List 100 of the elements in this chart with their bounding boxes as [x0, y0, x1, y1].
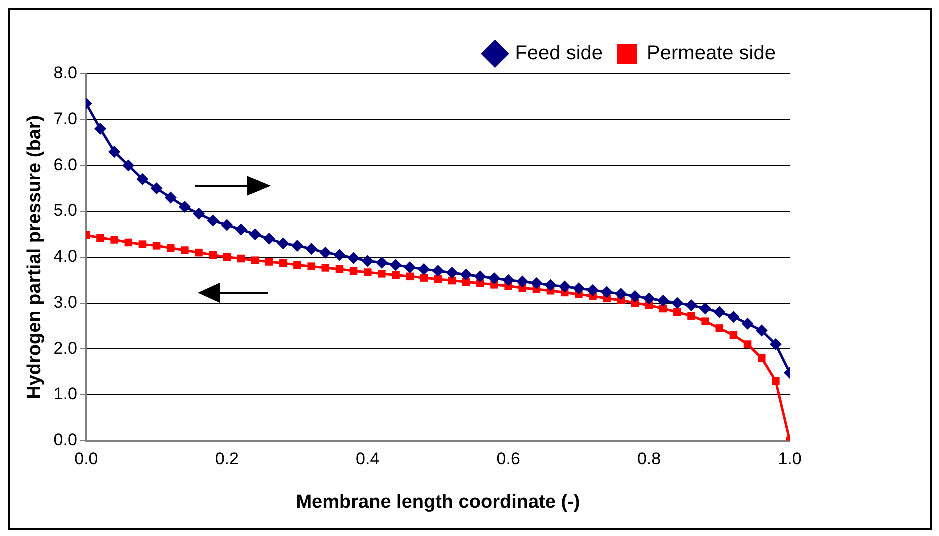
- point: [587, 284, 599, 296]
- point: [700, 302, 712, 315]
- point: [138, 240, 147, 248]
- point: [378, 270, 386, 278]
- point: [322, 264, 330, 272]
- y-tick-label: 4.0: [54, 247, 78, 266]
- point: [136, 173, 149, 186]
- point: [657, 294, 670, 307]
- point: [716, 324, 724, 332]
- point: [420, 274, 428, 282]
- point: [418, 263, 430, 276]
- point: [406, 272, 414, 281]
- point: [516, 276, 529, 288]
- point: [362, 255, 374, 268]
- point: [306, 243, 318, 256]
- point: [207, 214, 220, 227]
- point: [758, 354, 766, 362]
- point: [223, 254, 232, 262]
- point: [265, 258, 274, 266]
- y-tick-label: 8.0: [54, 64, 78, 83]
- point: [122, 160, 135, 172]
- point: [150, 182, 163, 195]
- y-tick-label: 3.0: [54, 292, 78, 312]
- point: [235, 224, 248, 236]
- y-tick-label: 0.0: [54, 430, 78, 450]
- point: [601, 286, 614, 298]
- point: [502, 274, 515, 286]
- y-tick-label: 2.0: [54, 338, 78, 358]
- point: [334, 249, 346, 262]
- point: [277, 238, 290, 250]
- x-axis-title: Membrane length coordinate (-): [296, 492, 580, 513]
- point: [164, 192, 177, 204]
- point: [348, 252, 360, 264]
- point: [772, 377, 780, 386]
- point: [728, 311, 740, 324]
- point: [108, 146, 121, 158]
- point: [558, 280, 571, 293]
- point: [350, 267, 358, 276]
- point: [770, 338, 782, 351]
- point: [432, 265, 444, 278]
- y-tick-label: 6.0: [54, 155, 78, 174]
- point: [263, 233, 276, 246]
- point: [209, 251, 217, 259]
- point: [460, 268, 472, 281]
- point: [195, 248, 203, 257]
- point: [181, 246, 189, 254]
- point: [488, 272, 500, 284]
- point: [193, 208, 206, 220]
- point: [221, 219, 234, 232]
- point: [742, 318, 754, 330]
- point: [643, 292, 656, 305]
- point: [544, 279, 557, 292]
- point: [249, 228, 262, 240]
- point: [237, 254, 246, 263]
- point: [702, 318, 710, 326]
- point: [671, 297, 684, 310]
- point: [686, 300, 698, 312]
- y-tick-label: 5.0: [54, 201, 78, 220]
- point: [94, 123, 107, 136]
- point: [744, 340, 752, 348]
- point: [166, 244, 175, 252]
- legend-label: Permeate side: [647, 42, 776, 65]
- point: [294, 261, 302, 270]
- point: [434, 276, 442, 284]
- point: [674, 308, 682, 316]
- point: [96, 234, 104, 242]
- point: [280, 259, 288, 268]
- point: [376, 256, 388, 269]
- point: [688, 312, 696, 320]
- point: [730, 331, 738, 340]
- point: [629, 290, 642, 302]
- point: [615, 288, 628, 300]
- x-tick-label: 0.0: [74, 450, 98, 469]
- point: [320, 246, 332, 259]
- point: [756, 324, 768, 337]
- point: [178, 200, 191, 213]
- point: [390, 259, 402, 272]
- x-tick-label: 1.0: [778, 450, 802, 469]
- point: [124, 238, 133, 247]
- point: [292, 240, 304, 252]
- point: [110, 236, 118, 244]
- y-tick-label: 7.0: [54, 110, 78, 129]
- point: [446, 266, 458, 279]
- x-tick-label: 0.2: [215, 450, 239, 469]
- y-tick-label: 1.0: [54, 384, 78, 404]
- point: [364, 268, 372, 276]
- point: [392, 271, 400, 280]
- x-tick-label: 0.4: [356, 450, 380, 469]
- legend-label: Feed side: [515, 42, 604, 65]
- point: [308, 262, 316, 270]
- point: [474, 270, 486, 283]
- point: [572, 282, 585, 295]
- x-tick-label: 0.8: [637, 450, 662, 469]
- point: [530, 278, 543, 290]
- point: [251, 256, 260, 264]
- point: [404, 261, 416, 274]
- y-axis-title: Hydrogen partial pressure (bar): [24, 115, 46, 400]
- x-tick-label: 0.6: [496, 450, 520, 469]
- point: [336, 265, 344, 274]
- point: [714, 306, 726, 318]
